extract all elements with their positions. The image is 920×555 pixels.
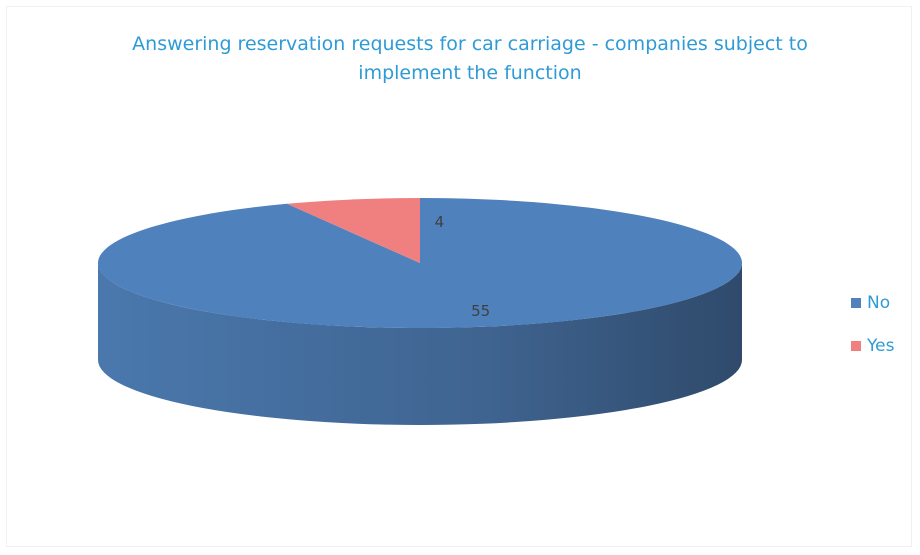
legend-swatch xyxy=(851,298,861,308)
legend-label: No xyxy=(867,293,890,313)
pie-slice xyxy=(286,198,420,263)
chart-title: Answering reservation requests for car c… xyxy=(132,33,808,84)
legend-swatch xyxy=(851,341,861,351)
pie-slice xyxy=(98,198,743,329)
data-label: 55 xyxy=(471,302,490,320)
legend-label: Yes xyxy=(866,336,895,356)
pie-side xyxy=(98,263,742,425)
chart-frame xyxy=(6,6,912,547)
data-label: 4 xyxy=(435,213,445,231)
